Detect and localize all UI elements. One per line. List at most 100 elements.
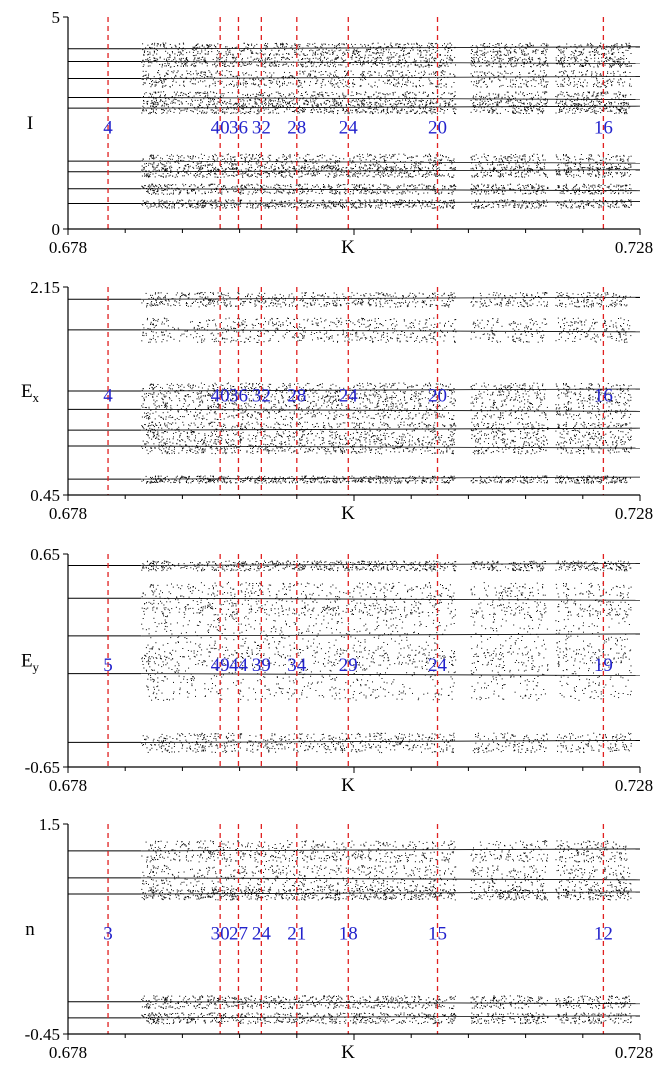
data-point — [175, 93, 177, 95]
data-point — [261, 65, 263, 67]
data-point — [577, 55, 579, 56]
data-point — [160, 100, 162, 101]
data-point — [594, 54, 596, 56]
data-point — [398, 81, 400, 83]
data-point — [230, 62, 232, 64]
data-point — [387, 56, 389, 58]
data-point — [386, 75, 388, 77]
data-point — [443, 100, 445, 102]
data-point — [235, 112, 237, 114]
data-point — [524, 58, 526, 60]
data-point — [297, 154, 299, 156]
data-point — [486, 72, 488, 74]
data-point — [193, 63, 195, 65]
data-point — [243, 49, 245, 51]
data-point — [591, 158, 593, 160]
data-point — [513, 50, 515, 52]
data-point — [588, 92, 590, 93]
data-point — [597, 111, 599, 112]
data-point — [485, 52, 487, 54]
data-point — [420, 161, 422, 163]
data-point — [596, 78, 598, 80]
data-point — [224, 158, 225, 160]
data-point — [204, 74, 206, 76]
data-point — [490, 108, 492, 110]
data-point — [360, 78, 362, 80]
data-point — [398, 43, 400, 45]
data-point — [147, 77, 149, 79]
data-point — [489, 43, 491, 45]
data-point — [393, 103, 395, 105]
data-point — [562, 92, 564, 94]
data-point — [173, 66, 175, 67]
data-point — [563, 66, 565, 68]
data-point — [322, 74, 324, 75]
data-point — [504, 48, 506, 50]
data-point — [144, 82, 146, 84]
data-point — [316, 49, 318, 51]
data-point — [619, 74, 621, 76]
data-point — [184, 63, 186, 65]
data-point — [312, 43, 314, 45]
data-point — [504, 70, 506, 72]
data-point — [616, 60, 618, 62]
data-point — [280, 43, 282, 45]
data-point — [579, 65, 581, 67]
data-point — [334, 63, 336, 65]
data-point — [441, 158, 443, 160]
data-point — [298, 99, 300, 101]
data-point — [625, 95, 627, 97]
data-point — [254, 99, 256, 101]
data-point — [313, 63, 315, 65]
data-point — [539, 57, 541, 59]
data-point — [178, 58, 180, 60]
data-point — [484, 53, 486, 55]
data-point — [155, 109, 157, 111]
data-point — [152, 105, 154, 107]
data-point — [489, 103, 491, 105]
data-point — [152, 166, 154, 168]
data-point — [578, 103, 580, 105]
data-point — [628, 45, 630, 47]
data-point — [307, 43, 309, 45]
data-point — [202, 110, 204, 112]
data-point — [506, 46, 508, 48]
data-point — [178, 103, 180, 105]
data-point — [314, 42, 316, 44]
data-point — [291, 100, 293, 102]
data-point — [316, 155, 318, 157]
data-point — [329, 101, 330, 103]
data-point — [394, 153, 396, 155]
data-point — [567, 159, 569, 161]
data-point — [535, 50, 537, 51]
data-point — [301, 165, 303, 167]
data-point — [449, 57, 451, 59]
data-point — [342, 108, 344, 110]
data-point — [543, 72, 545, 74]
data-point — [601, 92, 603, 94]
data-point — [580, 84, 582, 86]
data-point — [517, 58, 519, 60]
data-point — [591, 155, 593, 157]
data-point — [339, 80, 341, 81]
data-point — [169, 109, 171, 111]
data-point — [611, 66, 612, 68]
data-point — [302, 98, 304, 100]
data-point — [428, 73, 430, 75]
data-point — [242, 82, 244, 84]
data-point — [144, 163, 146, 165]
data-point — [400, 168, 401, 170]
data-point — [141, 61, 143, 63]
data-point — [594, 49, 595, 51]
data-point — [196, 72, 198, 74]
data-point — [195, 70, 197, 72]
data-point — [329, 158, 331, 160]
data-point — [416, 46, 418, 48]
data-point — [435, 86, 437, 88]
data-point — [223, 64, 225, 66]
data-point — [215, 46, 217, 48]
data-point — [364, 76, 366, 78]
data-point — [580, 82, 581, 84]
data-point — [395, 65, 397, 67]
data-point — [355, 56, 357, 58]
